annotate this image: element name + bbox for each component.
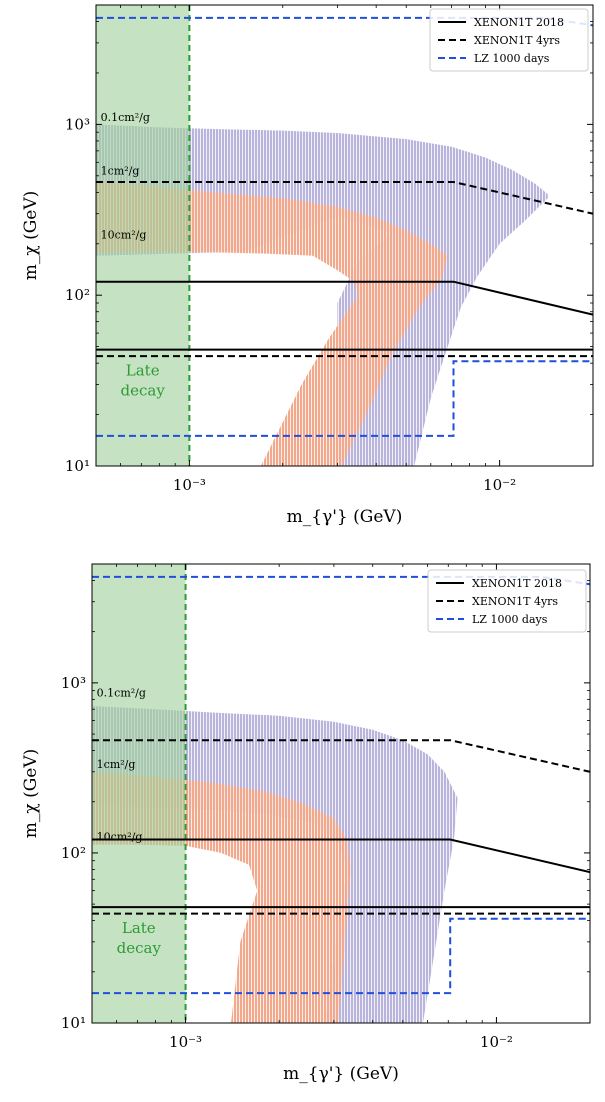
plot-frame: [95, 4, 594, 467]
cross-section-annotation: 10cm²/g: [97, 831, 143, 844]
late-decay-label-line1: Late: [126, 362, 160, 380]
series-line-xenon1t-2018-0: [92, 838, 590, 874]
cross-section-annotation: 0.1cm²/g: [97, 687, 146, 700]
legend-label: LZ 1000 days: [474, 52, 550, 65]
legend-label: XENON1T 2018: [472, 577, 562, 590]
cross-section-annotation: 1cm²/g: [101, 164, 140, 177]
plot-frame: [91, 563, 591, 1024]
series-line-xenon1t-2018-0: [96, 280, 593, 316]
y-tick-label: 10³: [61, 674, 86, 692]
chart-bottom-panel: 0.1cm²/g 1cm²/g 10cm²/g Late decay 10⁻³ 10⁻² 10…: [0, 552, 605, 1102]
y-tick-label: 10²: [61, 844, 86, 862]
y-axis-label: m_χ (GeV): [21, 191, 41, 281]
series-line-xenon1t-4yrs-2: [96, 181, 593, 215]
cross-section-annotation: 1cm²/g: [97, 758, 136, 771]
x-tick-label: 10⁻²: [480, 1033, 513, 1051]
late-decay-label-line2: decay: [121, 382, 166, 400]
legend: XENON1T 2018 XENON1T 4yrs LZ 1000 days: [429, 8, 589, 72]
y-tick-label: 10³: [65, 115, 90, 133]
legend-label: LZ 1000 days: [472, 613, 548, 626]
series-line-lz-1000-days-5: [92, 917, 590, 995]
cross-section-annotation: 0.1cm²/g: [101, 111, 150, 124]
late-decay-label-line2: decay: [117, 939, 162, 957]
legend-box: [429, 8, 589, 72]
series-line-lz-1000-days-5: [96, 360, 593, 437]
cross-section-annotation: 10cm²/g: [101, 228, 147, 241]
late-decay-region: [96, 5, 190, 466]
x-tick-label: 10⁻³: [169, 1033, 202, 1051]
y-tick-label: 10¹: [61, 1014, 86, 1032]
x-tick-label: 10⁻²: [483, 476, 516, 494]
series-line-lz-1000-days-4: [92, 575, 590, 586]
legend-label: XENON1T 4yrs: [472, 595, 558, 608]
chart-top-svg: 0.1cm²/g 1cm²/g 10cm²/g Late decay 10⁻³ 10⁻² 10…: [21, 4, 594, 527]
x-axis-label: m_{γ'} (GeV): [287, 507, 403, 527]
legend: XENON1T 2018 XENON1T 4yrs LZ 1000 days: [427, 569, 587, 633]
x-tick-label: 10⁻³: [173, 476, 206, 494]
y-tick-label: 10¹: [65, 457, 90, 475]
y-axis-label: m_χ (GeV): [21, 749, 41, 839]
series-line-lz-1000-days-4: [96, 16, 593, 27]
chart-top-panel: 0.1cm²/g 1cm²/g 10cm²/g Late decay 10⁻³ 10⁻² 10…: [0, 0, 605, 550]
late-decay-region: [92, 564, 186, 1023]
chart-bottom-svg: 0.1cm²/g 1cm²/g 10cm²/g Late decay 10⁻³ 10⁻² 10…: [21, 563, 591, 1084]
late-decay-label-line1: Late: [122, 919, 156, 937]
legend-label: XENON1T 2018: [474, 16, 564, 29]
series-line-xenon1t-4yrs-2: [92, 739, 590, 773]
legend-box: [427, 569, 587, 633]
x-axis-label: m_{γ'} (GeV): [283, 1064, 399, 1084]
y-tick-label: 10²: [65, 286, 90, 304]
legend-label: XENON1T 4yrs: [474, 34, 560, 47]
